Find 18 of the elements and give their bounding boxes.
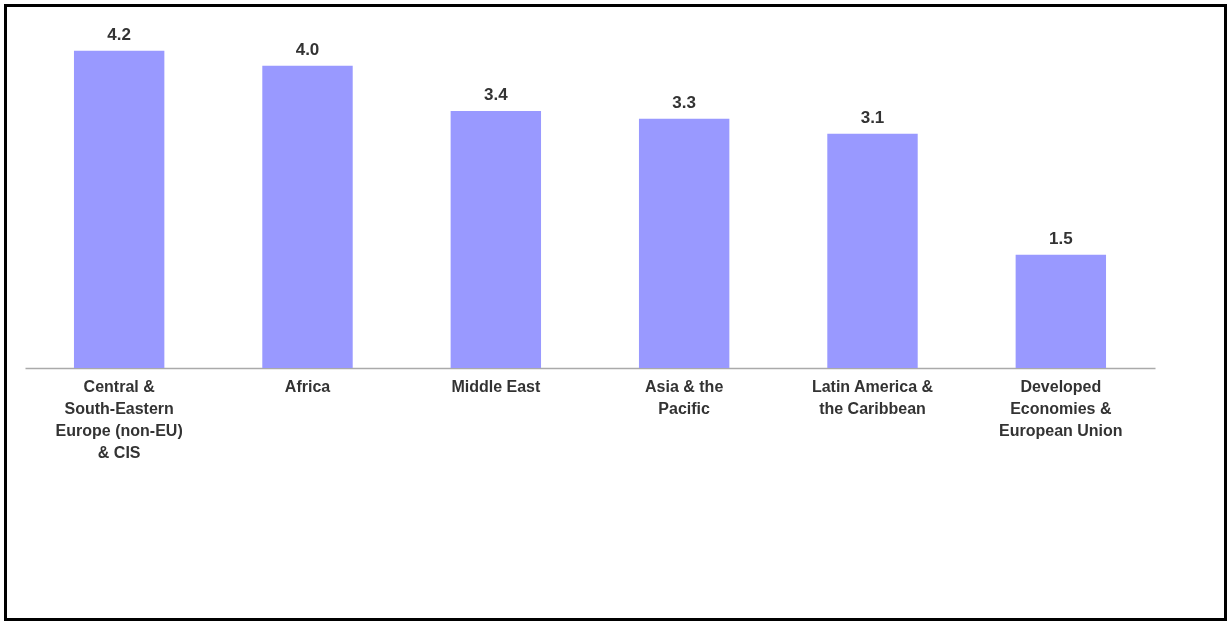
data-label: 3.3: [672, 92, 696, 112]
bar: [1015, 254, 1107, 368]
x-tick-label: Central & South-Eastern Europe (non-EU) & CIS: [55, 377, 183, 461]
bar: [450, 111, 542, 368]
bar: [73, 50, 165, 368]
bar: [638, 118, 730, 368]
data-label: 3.4: [484, 85, 509, 105]
x-tick-label: Asia & the Pacific: [645, 377, 724, 417]
data-label: 4.2: [107, 24, 131, 44]
data-label: 4.0: [295, 39, 320, 59]
x-tick-label: Africa: [284, 377, 331, 395]
bar: [827, 133, 918, 368]
x-tick-label: Middle East: [451, 377, 541, 395]
x-tick-label: Developed Economies & European Union: [999, 377, 1123, 439]
bar: [262, 65, 353, 368]
x-tick-label: Latin America & the Caribbean: [811, 377, 934, 417]
data-label: 1.5: [1049, 228, 1073, 248]
data-label: 3.1: [860, 107, 885, 127]
